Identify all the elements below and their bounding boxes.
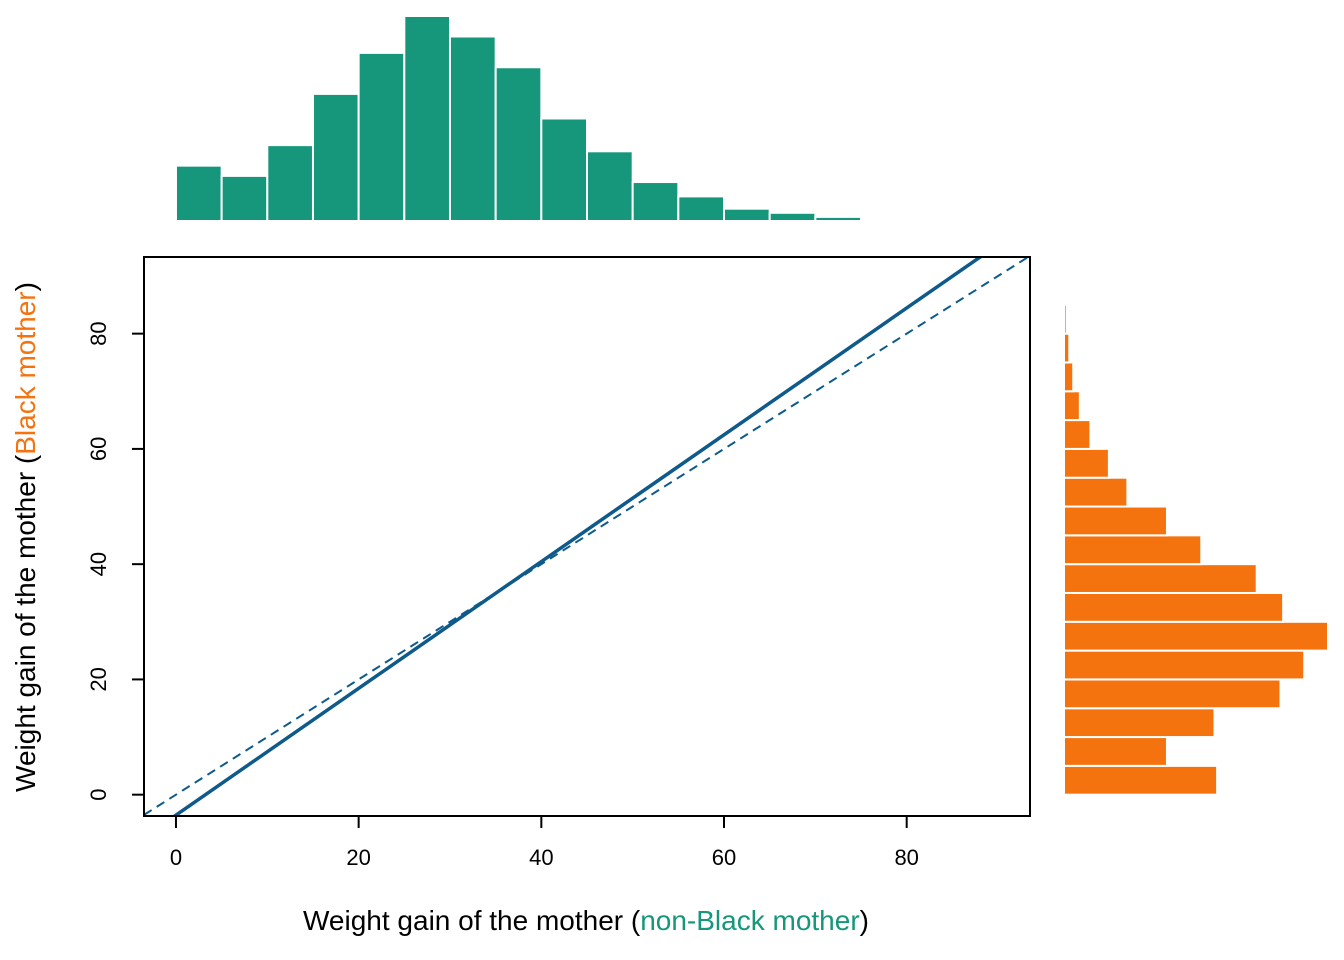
x-tick-label: 20	[346, 845, 370, 870]
top-hist-bar	[174, 164, 223, 222]
right-hist-bar	[1063, 303, 1068, 335]
y-axis: 0 20 40 60 80	[86, 321, 144, 801]
right-hist-bar	[1063, 447, 1110, 479]
x-axis-title: Weight gain of the mother (non-Black mot…	[303, 905, 869, 936]
right-histogram	[1063, 275, 1329, 796]
right-hist-bar	[1063, 563, 1258, 594]
top-hist-bar	[768, 211, 817, 223]
x-tick-label: 40	[529, 845, 553, 870]
right-hist-bar	[1063, 534, 1203, 566]
top-hist-bar	[860, 218, 908, 223]
plot-frame	[143, 256, 1031, 817]
right-hist-bar	[1063, 419, 1092, 450]
right-hist-bar	[1063, 591, 1285, 623]
y-tick-label: 20	[86, 667, 111, 691]
right-hist-bar	[1063, 390, 1081, 422]
x-axis-title-highlight: non-Black mother	[640, 905, 859, 936]
right-hist-bar	[1063, 678, 1282, 710]
y-tick-label: 40	[86, 552, 111, 576]
fit-line	[171, 257, 984, 816]
y-axis-title-highlight: Black mother	[10, 291, 41, 454]
top-hist-bar	[220, 174, 269, 222]
top-hist-bar	[814, 215, 863, 222]
right-hist-bar	[1063, 332, 1071, 364]
top-hist-bar	[677, 195, 726, 222]
top-hist-bar	[311, 92, 360, 222]
y-axis-title: Weight gain of the mother (Black mother)	[10, 282, 41, 792]
top-hist-bar	[357, 51, 406, 223]
plot-lines	[144, 257, 1030, 816]
main-plot: 0 20 40 60 80 0 20 40 60 80	[86, 256, 1031, 870]
x-tick-label: 60	[712, 845, 736, 870]
right-hist-bar	[1063, 649, 1306, 681]
right-hist-bar	[1063, 620, 1329, 652]
y-tick-label: 0	[86, 789, 111, 801]
right-hist-bar	[1063, 505, 1168, 537]
x-tick-label: 0	[170, 845, 182, 870]
y-tick-label: 60	[86, 437, 111, 461]
right-hist-bar	[1063, 476, 1129, 508]
x-tick-label: 80	[894, 845, 918, 870]
right-hist-bar	[1063, 764, 1219, 796]
right-hist-bar	[1063, 275, 1067, 306]
top-hist-bar	[631, 181, 680, 223]
x-axis: 0 20 40 60 80	[170, 816, 919, 870]
right-hist-bar	[1063, 361, 1075, 393]
y-tick-label: 80	[86, 321, 111, 345]
top-hist-bar	[403, 15, 451, 222]
top-hist-bar	[723, 207, 771, 222]
right-hist-bar	[1063, 707, 1216, 739]
top-hist-bar	[494, 66, 543, 222]
top-hist-bar	[448, 35, 497, 222]
top-histogram	[174, 15, 908, 223]
right-hist-bar	[1063, 736, 1168, 767]
identity-line	[144, 257, 1030, 816]
top-hist-bar	[540, 117, 588, 222]
top-hist-bar	[266, 144, 314, 222]
top-hist-bar	[586, 150, 634, 222]
